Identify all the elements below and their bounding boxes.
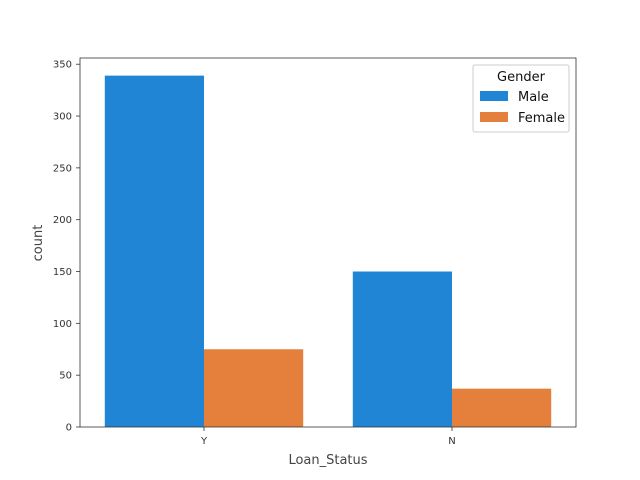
legend-label-male: Male [518, 90, 549, 105]
plot-frame [79, 57, 577, 428]
plot-area [104, 75, 552, 427]
bar-female-n [452, 388, 552, 427]
legend-title: Gender [497, 70, 546, 85]
y-tick-label: 100 [53, 319, 72, 330]
y-tick-label: 50 [59, 371, 72, 382]
legend: Gender Male Female [472, 64, 570, 133]
bar-male-y [104, 75, 204, 427]
legend-label-female: Female [518, 111, 565, 126]
legend-swatch-male [480, 91, 508, 101]
y-axis-label: count [31, 225, 46, 262]
y-axis: 0 50 100 150 200 250 300 350 [53, 60, 80, 434]
x-tick-label: Y [200, 436, 208, 447]
y-tick-label: 150 [53, 267, 72, 278]
legend-swatch-female [480, 112, 508, 122]
y-tick-label: 200 [53, 215, 72, 226]
y-tick-label: 0 [66, 423, 72, 434]
y-tick-label: 300 [53, 112, 72, 123]
x-tick-label: N [448, 436, 455, 447]
y-tick-label: 350 [53, 60, 72, 71]
bar-male-n [352, 271, 452, 427]
y-tick-label: 250 [53, 163, 72, 174]
legend-items: Male Female [480, 90, 565, 126]
x-axis-label: Loan_Status [288, 453, 367, 468]
bar-female-y [204, 349, 304, 427]
